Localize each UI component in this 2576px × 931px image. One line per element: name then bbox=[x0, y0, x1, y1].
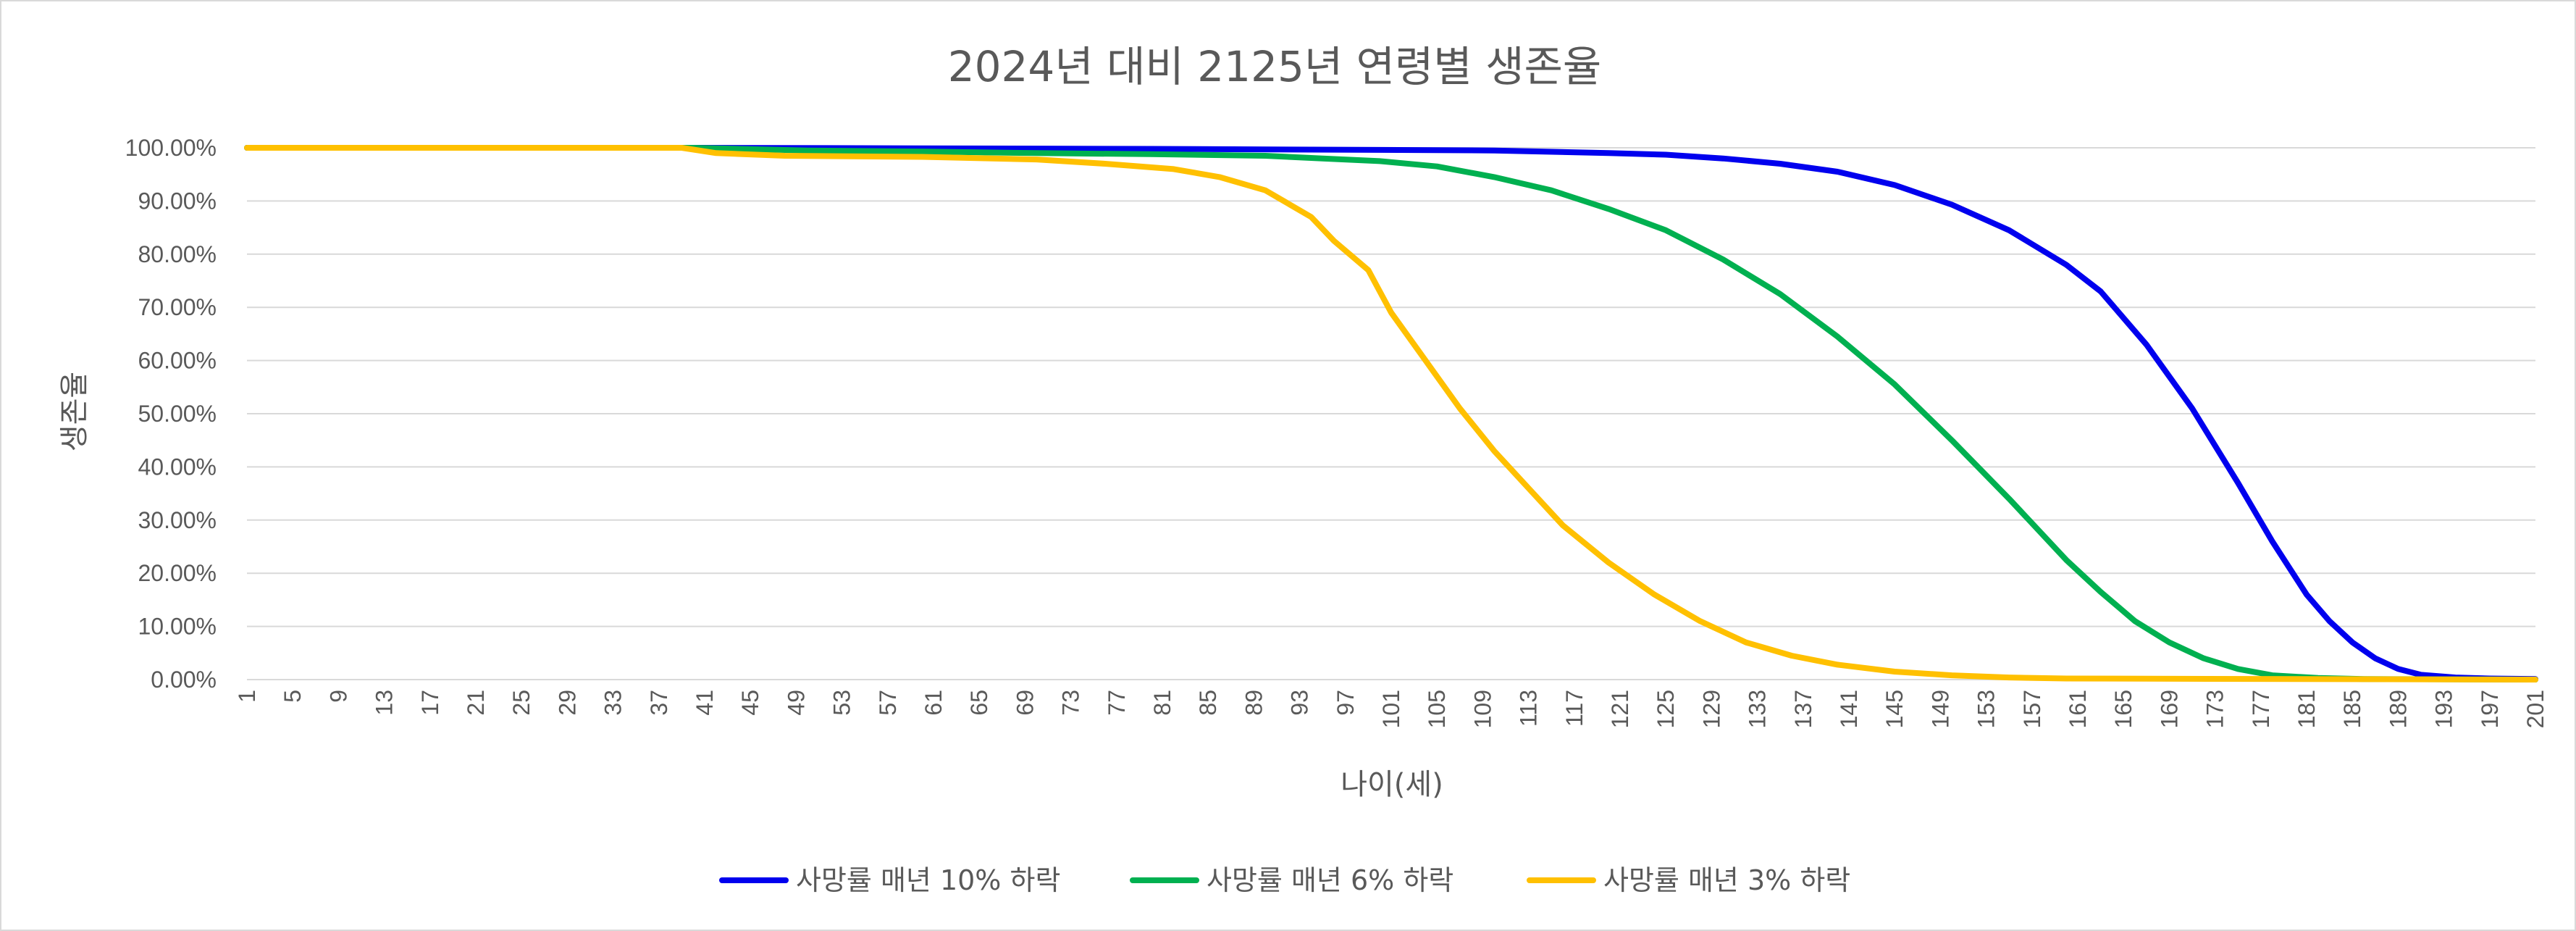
x-tick-label: 65 bbox=[966, 690, 992, 716]
x-tick-label: 125 bbox=[1653, 690, 1679, 728]
chart-title: 2024년 대비 2125년 연령별 생존율 bbox=[948, 42, 1602, 91]
x-tick-label: 117 bbox=[1561, 690, 1587, 727]
legend-label: 사망률 매년 6% 하락 bbox=[1207, 864, 1453, 896]
x-tick-label: 141 bbox=[1836, 690, 1862, 728]
y-tick-label: 100.00% bbox=[125, 135, 217, 161]
x-tick-label: 97 bbox=[1333, 690, 1359, 716]
x-tick-label: 81 bbox=[1149, 690, 1175, 716]
x-tick-label: 193 bbox=[2431, 690, 2457, 728]
x-tick-label: 93 bbox=[1287, 690, 1313, 716]
x-tick-label: 145 bbox=[1881, 690, 1908, 728]
x-tick-label: 165 bbox=[2110, 690, 2136, 728]
x-tick-label: 173 bbox=[2202, 690, 2228, 728]
y-tick-label: 60.00% bbox=[138, 348, 217, 374]
x-tick-label: 29 bbox=[554, 690, 580, 716]
series-lines bbox=[244, 145, 2538, 682]
x-tick-label: 49 bbox=[783, 690, 809, 716]
y-tick-label: 10.00% bbox=[138, 614, 217, 640]
x-tick-label: 21 bbox=[463, 690, 489, 716]
x-tick-label: 105 bbox=[1424, 690, 1450, 728]
x-tick-label: 25 bbox=[508, 690, 534, 716]
y-tick-label: 70.00% bbox=[138, 294, 217, 320]
y-tick-label: 40.00% bbox=[138, 454, 217, 480]
x-tick-label: 41 bbox=[692, 690, 718, 716]
x-tick-label: 201 bbox=[2522, 690, 2548, 728]
x-tick-label: 33 bbox=[600, 690, 626, 716]
x-tick-label: 61 bbox=[920, 690, 947, 716]
legend-label: 사망률 매년 3% 하락 bbox=[1603, 864, 1850, 896]
x-tick-label: 133 bbox=[1745, 690, 1771, 728]
legend-label: 사망률 매년 10% 하락 bbox=[796, 864, 1060, 896]
x-tick-label: 157 bbox=[2019, 690, 2045, 728]
x-tick-label: 57 bbox=[875, 690, 901, 716]
x-tick-label: 149 bbox=[1927, 690, 1953, 728]
x-tick-label: 13 bbox=[372, 690, 398, 716]
x-tick-label: 109 bbox=[1469, 690, 1495, 728]
x-axis-ticks: 1 5 9 13 17 21 25 29 33 37 41 45 49 53 57 61 65 69 73 77 81 8… bbox=[234, 690, 2548, 728]
x-tick-label: 169 bbox=[2156, 690, 2182, 728]
x-tick-label: 189 bbox=[2385, 690, 2411, 728]
x-tick-label: 185 bbox=[2339, 690, 2365, 728]
y-axis-ticks: 0.00% 10.00% 20.00% 30.00% 40.00% 50.00% 60.00… bbox=[125, 135, 217, 693]
x-tick-label: 73 bbox=[1058, 690, 1084, 716]
x-tick-label: 101 bbox=[1378, 690, 1404, 728]
y-tick-label: 50.00% bbox=[138, 401, 217, 427]
series-line-1 bbox=[244, 145, 2538, 682]
x-tick-label: 129 bbox=[1698, 690, 1724, 728]
x-tick-label: 77 bbox=[1104, 690, 1130, 716]
series-line-3 bbox=[244, 145, 2538, 682]
x-tick-label: 69 bbox=[1012, 690, 1038, 716]
x-tick-label: 113 bbox=[1516, 690, 1542, 727]
x-tick-label: 17 bbox=[417, 690, 443, 716]
series-line-2 bbox=[244, 145, 2538, 682]
x-tick-label: 45 bbox=[737, 690, 763, 716]
x-tick-label: 9 bbox=[325, 690, 351, 703]
x-tick-label: 5 bbox=[280, 690, 306, 703]
x-tick-label: 37 bbox=[646, 690, 672, 716]
x-tick-label: 85 bbox=[1195, 690, 1221, 716]
x-tick-label: 181 bbox=[2294, 690, 2320, 728]
x-tick-label: 137 bbox=[1790, 690, 1816, 728]
y-tick-label: 90.00% bbox=[138, 188, 217, 214]
x-tick-label: 121 bbox=[1607, 690, 1633, 728]
legend: 사망률 매년 10% 하락 사망률 매년 6% 하락 사망률 매년 3% 하락 bbox=[719, 864, 1850, 896]
y-axis-title: 생존율 bbox=[58, 372, 91, 451]
x-tick-label: 89 bbox=[1241, 690, 1267, 716]
x-tick-label: 197 bbox=[2477, 690, 2503, 728]
y-tick-label: 30.00% bbox=[138, 507, 217, 533]
x-tick-label: 1 bbox=[234, 690, 260, 703]
y-tick-label: 80.00% bbox=[138, 241, 217, 267]
y-tick-label: 20.00% bbox=[138, 560, 217, 586]
y-tick-label: 0.00% bbox=[151, 667, 217, 693]
x-axis-title: 나이(세) bbox=[1341, 768, 1443, 801]
x-tick-label: 53 bbox=[829, 690, 855, 716]
x-tick-label: 153 bbox=[1973, 690, 2000, 728]
x-tick-label: 161 bbox=[2065, 690, 2091, 728]
x-tick-label: 177 bbox=[2248, 690, 2274, 728]
